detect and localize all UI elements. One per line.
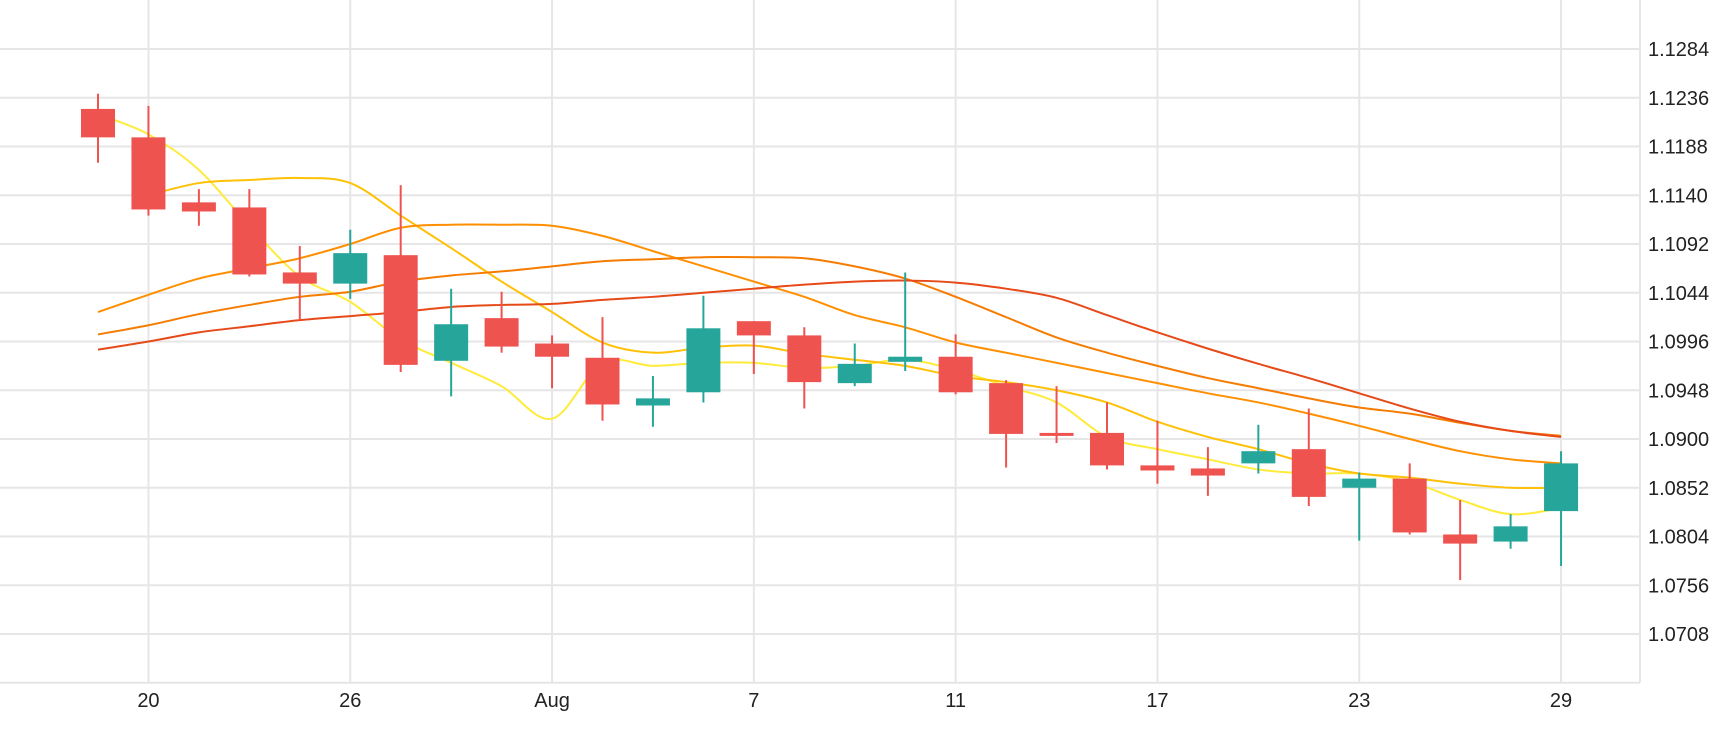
x-tick-label: 7 [748,690,759,712]
candle [1443,499,1478,581]
candle [484,291,519,353]
candle [635,376,670,427]
candle-body [1039,432,1074,436]
candle-body [635,398,670,406]
ma-line-ma-60 [97,279,1562,438]
candle [686,295,721,403]
ma-line-ma-30 [97,256,1562,437]
y-tick-label: 1.1140 [1648,185,1708,207]
candle-body [938,356,973,393]
ma-line-ma-5 [97,113,1562,516]
candle-body [1190,468,1225,476]
candle [131,105,166,216]
candle-body [837,363,872,384]
candle-body [383,255,418,365]
candle-body [131,137,166,210]
candle-body [232,207,267,275]
candle-body [1241,451,1276,464]
candle [938,334,973,395]
y-tick-label: 1.1188 [1648,137,1708,159]
y-tick-label: 1.0996 [1648,332,1709,354]
candle [837,343,872,387]
candle [1140,420,1175,484]
y-tick-label: 1.0852 [1648,478,1709,500]
candle [888,272,923,371]
candle [434,288,469,397]
candle [383,185,418,372]
candle [1090,402,1124,470]
candle [1392,463,1427,535]
candle [1493,514,1528,549]
candle-body [736,321,771,336]
x-tick-label: 20 [137,690,159,712]
candle [585,317,620,421]
x-tick-label: 29 [1550,690,1572,712]
y-tick-label: 1.0708 [1648,624,1709,646]
y-tick-label: 1.1284 [1648,39,1709,61]
candle-body [989,383,1024,434]
y-axis: 1.1284 1.1236 1.1188 1.1140 1.1092 1.1044 1.09… [1648,39,1709,646]
candle-body [434,324,469,361]
candle [333,229,368,299]
y-tick-label: 1.1236 [1648,88,1709,110]
candle [1544,451,1579,566]
ma-line-ma-20 [97,223,1562,465]
candle [81,93,115,163]
x-tick-label: Aug [534,690,570,712]
candle [535,335,570,389]
candle [1190,447,1225,496]
candle [232,189,267,277]
candle-body [1544,463,1579,512]
candle-body [1392,478,1427,533]
y-tick-label: 1.0948 [1648,380,1709,402]
candle-body [535,343,570,357]
candle-body [282,272,317,284]
candle-body [1493,526,1528,542]
x-tick-label: 26 [339,690,361,712]
candle-body [686,328,721,393]
y-tick-label: 1.0756 [1648,575,1709,597]
candle [989,380,1024,468]
candle-body [333,253,368,284]
candle-body [181,202,216,212]
x-axis: 20 26 Aug 7 11 17 23 29 [137,690,1572,712]
candle-body [888,356,923,362]
moving-average-lines [97,113,1562,516]
candle [1241,424,1276,474]
candle [1291,408,1326,507]
candle [787,327,822,409]
y-tick-label: 1.0900 [1648,429,1709,451]
y-tick-label: 1.0804 [1648,527,1709,549]
candle-body [787,335,822,383]
y-tick-label: 1.1044 [1648,283,1709,305]
candle [181,189,216,226]
candle [1342,472,1377,541]
ma-line-ma-10 [148,176,1562,490]
x-tick-label: 17 [1146,690,1168,712]
candle [736,321,771,374]
candle-body [1291,449,1326,497]
x-tick-label: 11 [945,690,966,712]
candle-body [81,108,115,138]
x-tick-label: 23 [1348,690,1370,712]
candle-body [1342,478,1377,488]
candles [81,93,1579,581]
candle-body [484,318,519,347]
candle-body [585,357,620,405]
candle-body [1140,465,1175,471]
candle [1039,386,1074,444]
candle-body [1443,534,1478,544]
candle [282,246,317,320]
candle-body [1090,432,1124,466]
y-tick-label: 1.1092 [1648,234,1709,256]
